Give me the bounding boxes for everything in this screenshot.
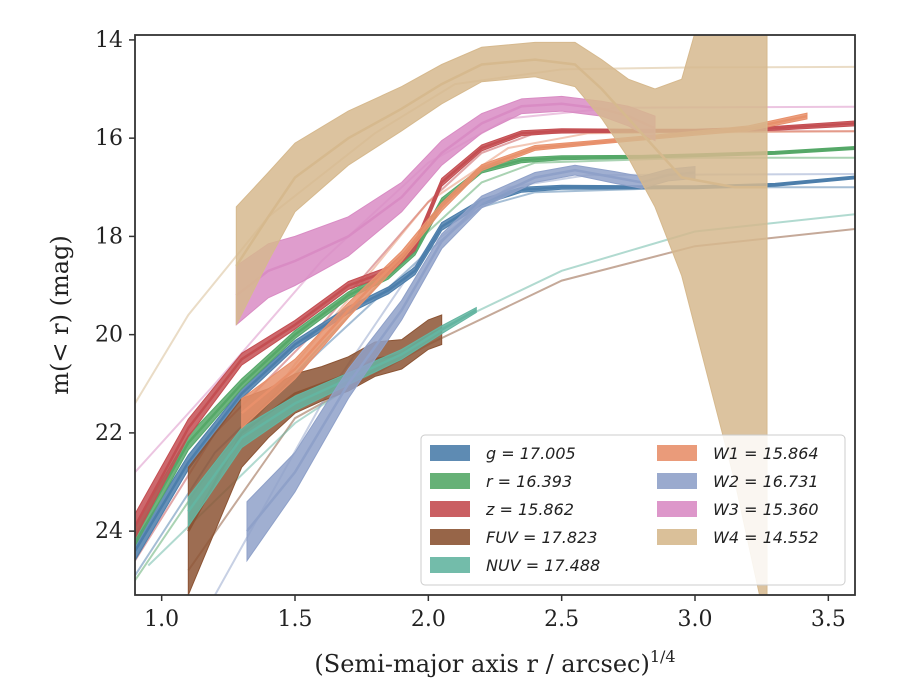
y-tick-label: 14 [95,28,123,53]
legend-label-w1: W1 = 15.864 [713,444,819,463]
legend-label-nuv: NUV = 17.488 [486,556,600,575]
legend-label-g: g = 17.005 [486,444,576,463]
y-tick-label: 20 [95,323,123,348]
legend-label-r: r = 16.393 [486,472,572,491]
y-axis-label: m(< r) (mag) [46,235,74,394]
band-w4 [235,35,768,595]
legend-swatch-g [430,445,470,461]
legend-label-w3: W3 = 15.360 [713,500,819,519]
legend-swatch-w4 [657,529,697,545]
data-bands [135,35,855,595]
x-tick-label: 3.5 [811,607,846,632]
legend-swatch-w3 [657,501,697,517]
band-nuv [187,306,477,528]
legend-label-w4: W4 = 14.552 [713,528,819,547]
legend-swatch-fuv [430,529,470,545]
band-w1 [241,112,808,430]
legend-swatch-nuv [430,557,470,573]
x-tick-label: 2.0 [411,607,446,632]
legend-label-w2: W2 = 16.731 [713,472,819,491]
x-tick-label: 1.5 [278,607,313,632]
y-tick-label: 18 [95,224,123,249]
x-axis-label: (Semi-major axis r / arcsec)1/4 [314,647,675,678]
x-tick-label: 3.0 [678,607,713,632]
legend-box [420,434,846,586]
plot-frame [134,34,856,596]
legend-swatch-r [430,473,470,489]
y-tick-label: 22 [95,421,123,446]
legend-label-z: z = 15.862 [485,500,574,519]
axis-ticks: 1.0 1.5 2.0 2.5 3.0 3.5 14 16 18 20 22 24 [95,28,846,632]
legend-swatch-z [430,501,470,517]
legend-swatch-w2 [657,473,697,489]
x-tick-label: 1.0 [144,607,179,632]
y-tick-label: 24 [95,519,123,544]
legend: g = 17.005 r = 16.393 z = 15.862 FUV = 17.8… [420,434,846,586]
legend-swatch-w1 [657,445,697,461]
line-w4 [235,58,767,267]
y-tick-label: 16 [95,126,123,151]
x-tick-label: 2.5 [544,607,579,632]
legend-label-fuv: FUV = 17.823 [486,528,597,547]
